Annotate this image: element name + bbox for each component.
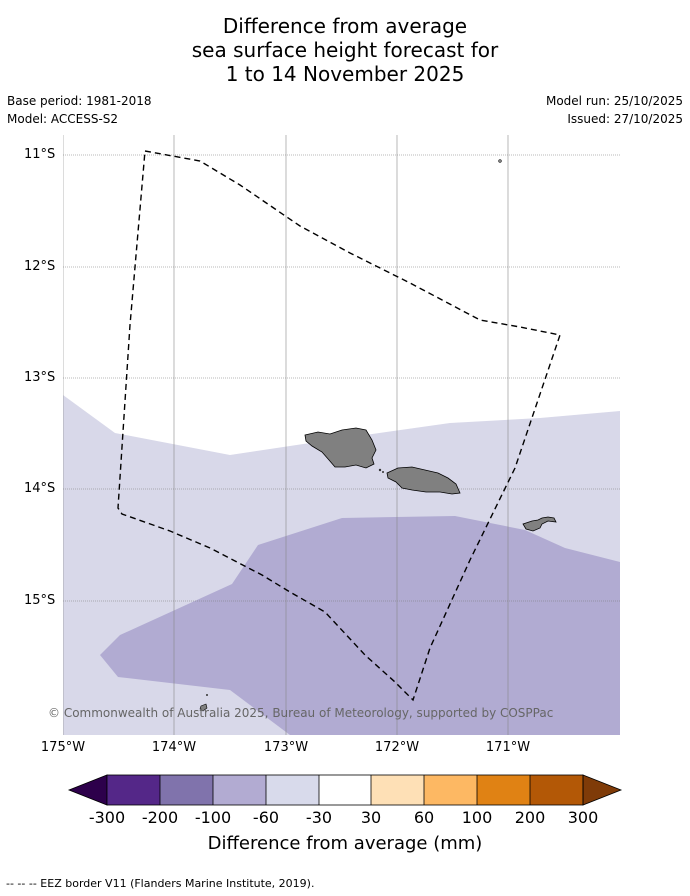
colorbar-segment [424, 775, 477, 805]
colorbar-extend-low [67, 774, 108, 806]
lat-label: 11°S [24, 147, 56, 162]
meta-right: Model run: 25/10/2025 Issued: 27/10/2025 [546, 92, 683, 128]
lon-label: 172°W [374, 740, 420, 755]
lon-label: 171°W [485, 740, 531, 755]
colorbar-tick-label: -30 [305, 808, 333, 827]
title-line-1: Difference from average [222, 14, 468, 38]
lat-label: 15°S [24, 593, 56, 608]
lon-label: 174°W [151, 740, 197, 755]
eez-legend-note: -- -- -- EEZ border V11 (Flanders Marine… [6, 877, 315, 890]
colorbar-segment [319, 775, 371, 805]
manono-islet [378, 468, 382, 472]
colorbar-segment [107, 775, 160, 805]
colorbar-title: Difference from average (mm) [207, 833, 483, 854]
lon-gridlines [63, 135, 509, 735]
lon-label: 173°W [263, 740, 309, 755]
colorbar-extend-high [582, 774, 623, 806]
colorbar-segment [530, 775, 583, 805]
upolu-island [386, 466, 461, 495]
colorbar-tick-label: -100 [194, 808, 232, 827]
small-islet [206, 694, 208, 696]
colorbar-segment [266, 775, 319, 805]
colorbar-tick-label: 200 [514, 808, 546, 827]
savaii-island [304, 427, 377, 469]
lon-label: 175°W [40, 740, 86, 755]
chart-title: Difference from average sea surface heig… [0, 14, 690, 86]
apolima-islet [382, 471, 384, 473]
lat-label: 13°S [24, 370, 56, 385]
colorbar-segment [160, 775, 213, 805]
lat-gridlines [63, 154, 620, 602]
colorbar-tick-label: 60 [413, 808, 435, 827]
niuafoou-islet [199, 703, 208, 712]
tutuila-island [522, 516, 557, 532]
colorbar [67, 774, 623, 806]
colorbar-segment [371, 775, 424, 805]
title-line-2: sea surface height forecast for [191, 38, 499, 62]
colorbar-tick-label: 100 [461, 808, 493, 827]
colorbar-segment [213, 775, 266, 805]
lat-label: 12°S [24, 259, 56, 274]
model-run: Model run: 25/10/2025 [545, 94, 683, 108]
base-period: Base period: 1981-2018 [7, 94, 152, 108]
colorbar-tick-label: -60 [252, 808, 280, 827]
swains-islet [498, 159, 502, 163]
colorbar-tick-label: -200 [141, 808, 179, 827]
meta-left: Base period: 1981-2018 Model: ACCESS-S2 [7, 92, 152, 128]
colorbar-tick-label: 30 [360, 808, 382, 827]
lat-label: 14°S [24, 481, 56, 496]
colorbar-segment [477, 775, 530, 805]
eez-border [117, 150, 561, 702]
title-line-3: 1 to 14 November 2025 [225, 62, 465, 86]
model-name: Model: ACCESS-S2 [7, 112, 119, 126]
anomaly-band-medium [100, 516, 620, 735]
copyright-notice: © Commonwealth of Australia 2025, Bureau… [48, 706, 554, 720]
colorbar-tick-label: 300 [567, 808, 599, 827]
issued-date: Issued: 27/10/2025 [567, 112, 683, 126]
colorbar-tick-label: -300 [88, 808, 126, 827]
